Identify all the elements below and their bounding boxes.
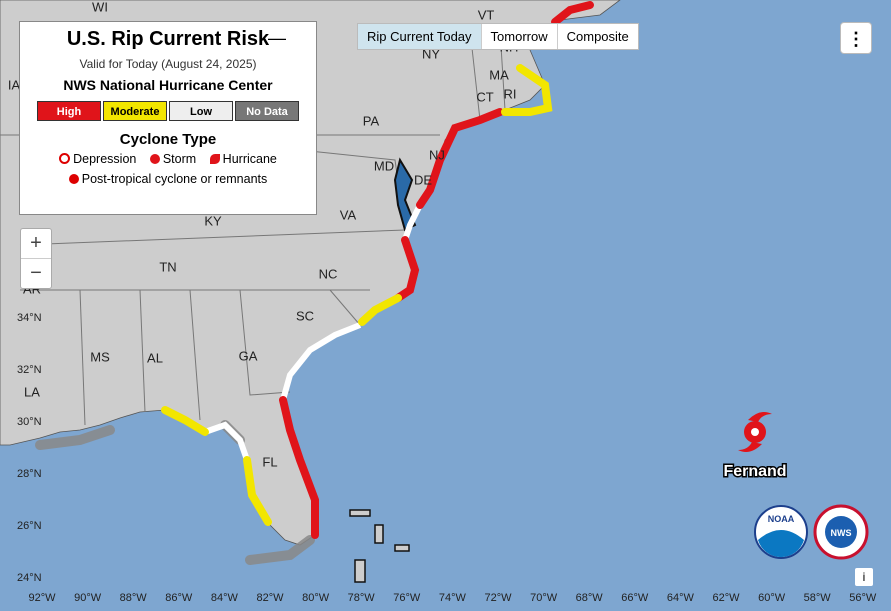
source: NWS National Hurricane Center xyxy=(63,77,273,93)
state-label: RI xyxy=(504,86,517,101)
state-label: MD xyxy=(374,158,394,173)
cyclone-item: Hurricane xyxy=(209,152,277,166)
collapse-button[interactable]: — xyxy=(268,28,286,48)
state-label: WI xyxy=(92,0,108,14)
state-label: AL xyxy=(147,350,163,365)
lon-label: 82°W xyxy=(256,592,284,604)
tabs: Rip Current Today Tomorrow Composite xyxy=(357,23,639,50)
lat-label: 26°N xyxy=(17,520,42,532)
lat-label: 30°N xyxy=(17,416,42,428)
lon-label: 74°W xyxy=(439,592,467,604)
cyclone-item: Storm xyxy=(149,152,197,166)
legend: U.S. Rip Current Risk — Valid for Today … xyxy=(19,21,317,215)
state-label: LA xyxy=(24,384,40,399)
state-label: IA xyxy=(8,77,21,92)
tab[interactable]: Composite xyxy=(566,29,629,44)
cyclone-types: Depression Storm Hurricane Post-tropical… xyxy=(20,152,316,186)
lat-label: 34°N xyxy=(17,312,42,324)
state-label: SC xyxy=(296,308,314,323)
lon-label: 76°W xyxy=(393,592,421,604)
state-label: DE xyxy=(414,172,432,187)
cyclone-item: Post-tropical cyclone or remnants xyxy=(20,172,316,186)
lon-label: 60°W xyxy=(758,592,786,604)
cyclone-label: Depression xyxy=(73,152,137,166)
cyclone-label: Hurricane xyxy=(222,152,277,166)
zoom-control: + − xyxy=(20,228,52,289)
lon-label: 86°W xyxy=(165,592,193,604)
bahamas xyxy=(349,509,410,583)
lon-label: 80°W xyxy=(302,592,330,604)
state-label: KY xyxy=(204,213,222,228)
risk-scale: High Moderate Low No Data xyxy=(20,101,316,121)
state-label: MS xyxy=(90,349,110,364)
lon-label: 66°W xyxy=(621,592,649,604)
lon-label: 64°W xyxy=(667,592,695,604)
menu-button[interactable]: ⋮ xyxy=(840,22,872,54)
lon-label: 68°W xyxy=(576,592,604,604)
lon-label: 70°W xyxy=(530,592,558,604)
state-label: NC xyxy=(319,266,338,281)
tab[interactable]: Tomorrow xyxy=(482,24,558,49)
cyclone-label: Storm xyxy=(162,152,197,166)
lon-label: 78°W xyxy=(348,592,376,604)
state-label: NY xyxy=(422,46,440,61)
hurricane-icon xyxy=(738,412,772,452)
tab[interactable]: Rip Current Today xyxy=(358,24,482,49)
state-label: TN xyxy=(159,259,176,274)
logo-text: NWS xyxy=(831,528,852,538)
state-label: FL xyxy=(262,454,277,469)
info-button[interactable]: i xyxy=(855,568,873,586)
cyclone-item: Depression xyxy=(59,152,136,166)
zoom-out[interactable]: − xyxy=(30,262,42,284)
risk-nodata: No Data xyxy=(235,101,299,121)
low-risk-coast xyxy=(204,203,423,461)
lon-label: 72°W xyxy=(484,592,512,604)
state-label: PA xyxy=(363,113,380,128)
high-risk-coast xyxy=(279,1,594,539)
lon-label: 90°W xyxy=(74,592,102,604)
state-label: CT xyxy=(476,89,493,104)
state-label: GA xyxy=(239,348,258,363)
lon-label: 92°W xyxy=(28,592,56,604)
storm-label: Fernand xyxy=(723,463,786,480)
lon-label: 56°W xyxy=(849,592,877,604)
lon-label: 62°W xyxy=(712,592,740,604)
state-label: VA xyxy=(340,207,357,222)
lat-label: 28°N xyxy=(17,468,42,480)
valid-date: Valid for Today (August 24, 2025) xyxy=(79,57,257,71)
noaa-logo: NOAA xyxy=(754,505,808,559)
lat-label: 32°N xyxy=(17,364,42,376)
lon-label: 84°W xyxy=(211,592,239,604)
risk-low: Low xyxy=(169,101,233,121)
zoom-in[interactable]: + xyxy=(21,229,51,259)
state-label: VT xyxy=(478,7,495,22)
state-label: MA xyxy=(489,67,509,82)
logo-text: NOAA xyxy=(768,514,795,524)
risk-moderate: Moderate xyxy=(103,101,167,121)
legend-title: U.S. Rip Current Risk xyxy=(66,28,270,50)
lon-label: 58°W xyxy=(804,592,832,604)
nws-logo: NWS xyxy=(813,504,869,560)
cyclone-title: Cyclone Type xyxy=(119,131,217,148)
risk-high: High xyxy=(37,101,101,121)
moderate-risk-coast xyxy=(161,64,553,526)
lat-label: 24°N xyxy=(17,572,42,584)
state-label: NJ xyxy=(429,147,445,162)
cyclone-label: Post-tropical cyclone or remnants xyxy=(81,172,268,186)
lon-label: 88°W xyxy=(120,592,148,604)
